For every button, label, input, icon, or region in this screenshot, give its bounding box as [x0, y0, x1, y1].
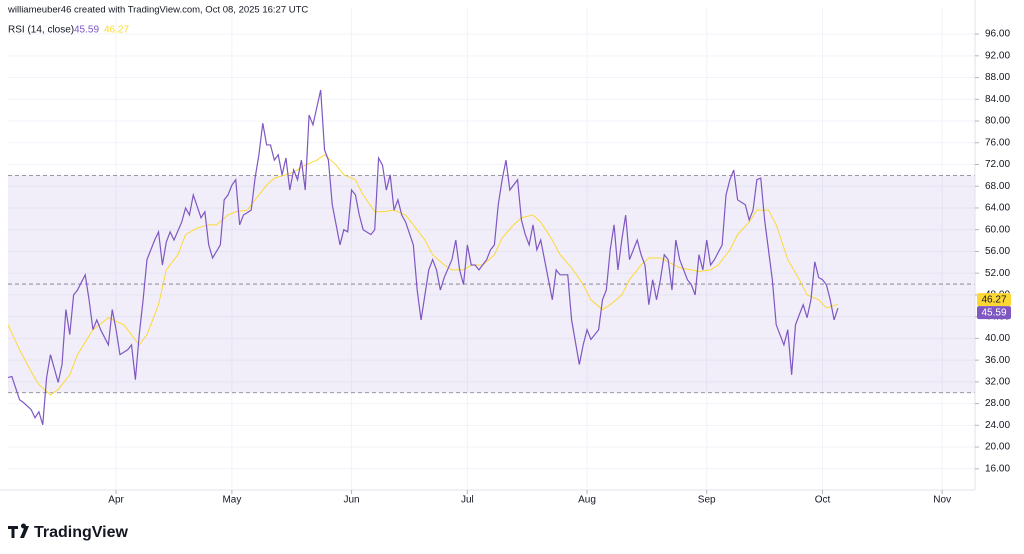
x-tick-label: Nov: [933, 495, 951, 506]
y-tick-label: 60.00: [985, 224, 1010, 235]
x-tick-label: Oct: [815, 495, 831, 506]
plot-area: [7, 8, 975, 490]
last-value-box: [977, 306, 1011, 320]
y-tick-label: 80.00: [985, 116, 1010, 127]
last-value-box: [977, 293, 1011, 307]
last-value-label: 45.59: [981, 307, 1006, 318]
y-tick-label: 52.00: [985, 268, 1010, 279]
y-tick-label: 40.00: [985, 333, 1010, 344]
y-tick-label: 72.00: [985, 159, 1010, 170]
y-tick-label: 16.00: [985, 463, 1010, 474]
credit: williameuber46 created with TradingView.…: [7, 5, 308, 16]
y-tick-label: 32.00: [985, 377, 1010, 388]
y-tick-label: 24.00: [985, 420, 1010, 431]
indicator-name: RSI (14, close): [8, 25, 74, 36]
x-tick-label: Aug: [578, 495, 596, 506]
indicator-value: 45.59: [74, 25, 99, 36]
y-tick-label: 84.00: [985, 94, 1010, 105]
x-tick-label: Sep: [698, 495, 716, 506]
y-tick-label: 56.00: [985, 246, 1010, 257]
y-tick-label: 20.00: [985, 442, 1010, 453]
x-tick-label: Apr: [108, 495, 124, 506]
y-tick-label: 92.00: [985, 50, 1010, 61]
x-tick-label: Jul: [461, 495, 474, 506]
logo: TradingView: [8, 523, 129, 541]
y-tick-label: 36.00: [985, 355, 1010, 366]
indicator-ma-value: 46.27: [104, 25, 129, 36]
logo-icon: [8, 523, 29, 538]
last-value-label: 46.27: [981, 294, 1006, 305]
y-tick-label: 88.00: [985, 72, 1010, 83]
y-tick-label: 96.00: [985, 29, 1010, 40]
y-tick-label: 76.00: [985, 137, 1010, 148]
x-tick-label: Jun: [344, 495, 360, 506]
logo-text: TradingView: [34, 524, 129, 541]
rsi-line: [7, 89, 839, 425]
y-tick-label: 68.00: [985, 181, 1010, 192]
rsi-ma-line: [7, 154, 839, 396]
y-tick-label: 28.00: [985, 398, 1010, 409]
y-tick-label: 64.00: [985, 203, 1010, 214]
x-tick-label: May: [222, 495, 241, 506]
